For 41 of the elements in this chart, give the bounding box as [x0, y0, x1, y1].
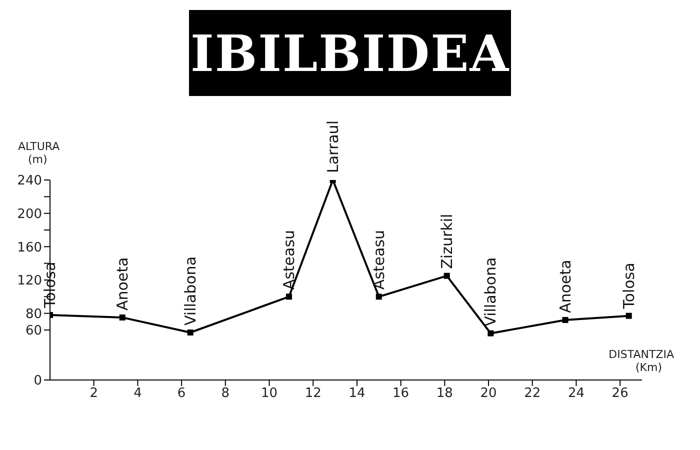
x-tick-label: 12	[304, 386, 322, 402]
y-tick-label: 80	[25, 306, 42, 322]
point	[286, 294, 292, 300]
x-tick-label: 24	[568, 386, 584, 402]
annotation: Asteasu	[370, 230, 388, 290]
annotation: Tolosa	[41, 262, 59, 309]
point	[562, 317, 568, 323]
annotation: Villabona	[482, 257, 500, 326]
annotation: Asteasu	[280, 230, 298, 290]
point	[187, 330, 194, 336]
x-tick-label: 26	[612, 386, 628, 402]
x-tick-label: 8	[221, 386, 230, 402]
point	[488, 330, 494, 336]
x-tick-label: 4	[134, 386, 142, 402]
x-axis-title: DISTANTZIA (Km)	[608, 348, 674, 374]
x-tick-label: 14	[348, 386, 366, 402]
chart-title: IBILBIDEA	[189, 10, 511, 96]
annotation: Anoeta	[556, 260, 574, 313]
point	[376, 294, 382, 300]
x-tick-label: 18	[436, 386, 453, 402]
point	[119, 314, 126, 320]
y-tick-label: 120	[17, 274, 42, 289]
y-tick-label: 160	[17, 240, 42, 256]
annotation: Villabona	[181, 256, 200, 326]
x-tick-label: 22	[524, 386, 541, 402]
annotation: Anoeta	[113, 257, 132, 310]
x-tick-label: 20	[480, 386, 497, 402]
y-tick-label: 0	[34, 374, 42, 389]
y-tick-label: 240	[17, 174, 42, 189]
point	[626, 312, 632, 319]
annotation: Larraul	[324, 120, 342, 173]
point	[444, 272, 450, 279]
y-axis-title: ALTURA (m)	[18, 140, 60, 166]
x-tick-label: 6	[177, 386, 186, 402]
y-tick-label: 200	[17, 206, 42, 222]
annotation: Zizurkil	[438, 214, 456, 269]
x-tick-label: 10	[260, 386, 278, 402]
x-tick-label: 16	[392, 386, 410, 402]
annotation: Tolosa	[620, 262, 638, 310]
y-tick-label: 60	[25, 324, 42, 339]
x-tick-label: 2	[90, 386, 98, 402]
